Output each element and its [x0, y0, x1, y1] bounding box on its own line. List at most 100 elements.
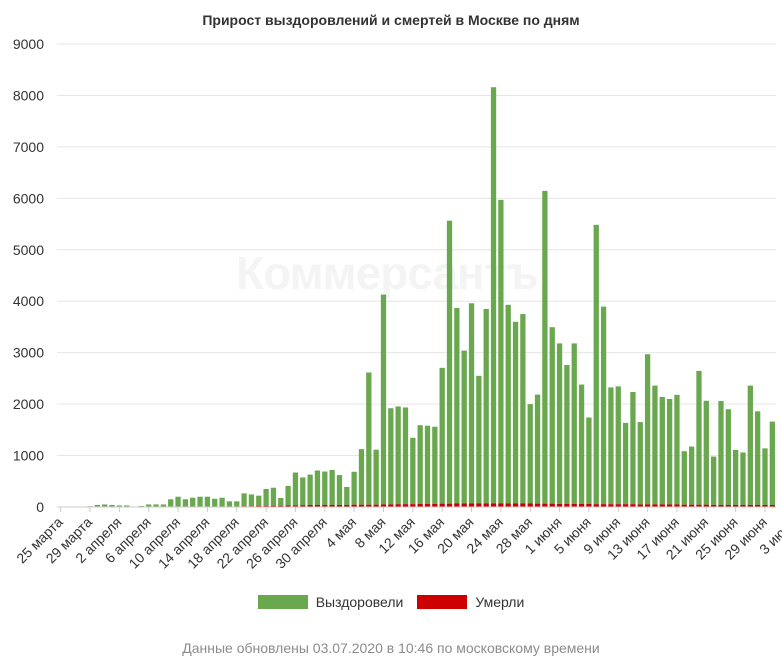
bar-recovered[interactable]: [366, 372, 372, 505]
bar-recovered[interactable]: [688, 446, 695, 505]
legend-item-died[interactable]: Умерли: [417, 594, 524, 610]
bar-died[interactable]: [329, 504, 335, 507]
bar-recovered[interactable]: [644, 354, 651, 505]
bar-died[interactable]: [432, 503, 438, 507]
bar-died[interactable]: [622, 504, 629, 507]
bar-died[interactable]: [292, 505, 299, 507]
bar-recovered[interactable]: [351, 471, 357, 505]
bar-died[interactable]: [740, 504, 746, 507]
bar-died[interactable]: [410, 504, 416, 507]
bar-recovered[interactable]: [307, 474, 313, 505]
bar-died[interactable]: [307, 504, 313, 507]
bar-recovered[interactable]: [630, 392, 636, 505]
bar-died[interactable]: [527, 503, 533, 507]
bar-died[interactable]: [285, 505, 291, 507]
bar-died[interactable]: [644, 504, 651, 507]
bar-recovered[interactable]: [578, 384, 585, 504]
bar-died[interactable]: [270, 505, 277, 507]
bar-recovered[interactable]: [292, 472, 299, 506]
bar-died[interactable]: [637, 504, 643, 507]
bar-recovered[interactable]: [461, 350, 467, 504]
bar-died[interactable]: [578, 503, 585, 507]
bar-recovered[interactable]: [666, 398, 673, 505]
bar-died[interactable]: [593, 504, 599, 507]
bar-recovered[interactable]: [542, 190, 548, 504]
bar-recovered[interactable]: [468, 303, 475, 504]
bar-died[interactable]: [351, 504, 357, 507]
bar-died[interactable]: [718, 504, 724, 507]
bar-died[interactable]: [424, 503, 431, 507]
bar-recovered[interactable]: [388, 408, 394, 505]
bar-died[interactable]: [395, 504, 401, 507]
bar-recovered[interactable]: [278, 497, 284, 506]
bar-died[interactable]: [733, 504, 739, 507]
bar-died[interactable]: [755, 504, 761, 507]
bar-recovered[interactable]: [146, 504, 152, 507]
bar-died[interactable]: [446, 503, 453, 507]
bar-died[interactable]: [476, 503, 482, 507]
bar-recovered[interactable]: [300, 477, 306, 506]
bar-died[interactable]: [725, 504, 731, 507]
bar-recovered[interactable]: [520, 314, 526, 504]
bar-recovered[interactable]: [160, 504, 167, 507]
bar-recovered[interactable]: [380, 294, 387, 505]
bar-recovered[interactable]: [490, 87, 497, 504]
bar-died[interactable]: [344, 504, 350, 507]
bar-recovered[interactable]: [586, 417, 592, 504]
bar-died[interactable]: [498, 503, 504, 507]
bar-died[interactable]: [659, 504, 665, 507]
bar-recovered[interactable]: [241, 493, 247, 507]
bar-recovered[interactable]: [733, 449, 739, 505]
legend-item-recovered[interactable]: Выздоровели: [257, 594, 403, 610]
bar-recovered[interactable]: [168, 499, 174, 507]
bar-died[interactable]: [314, 504, 321, 507]
bar-recovered[interactable]: [116, 505, 123, 507]
bar-died[interactable]: [762, 504, 768, 507]
bar-recovered[interactable]: [424, 425, 431, 504]
bar-recovered[interactable]: [256, 495, 262, 506]
bar-recovered[interactable]: [622, 422, 629, 505]
bar-recovered[interactable]: [652, 385, 658, 505]
bar-died[interactable]: [556, 503, 563, 507]
bar-died[interactable]: [490, 503, 497, 507]
bar-recovered[interactable]: [505, 304, 511, 504]
bar-died[interactable]: [454, 503, 460, 507]
bar-recovered[interactable]: [769, 421, 775, 505]
bar-recovered[interactable]: [182, 499, 189, 507]
bar-died[interactable]: [373, 504, 379, 507]
bar-died[interactable]: [681, 504, 687, 507]
bar-recovered[interactable]: [153, 504, 159, 507]
bar-recovered[interactable]: [322, 471, 328, 505]
bar-recovered[interactable]: [336, 475, 343, 505]
bar-recovered[interactable]: [674, 394, 680, 505]
bar-recovered[interactable]: [747, 385, 753, 505]
bar-recovered[interactable]: [190, 497, 196, 507]
bar-died[interactable]: [703, 504, 709, 507]
bar-died[interactable]: [696, 504, 702, 507]
bar-recovered[interactable]: [454, 307, 460, 504]
bar-died[interactable]: [439, 503, 445, 507]
bar-recovered[interactable]: [512, 321, 519, 504]
bar-recovered[interactable]: [410, 437, 416, 505]
bar-recovered[interactable]: [109, 504, 115, 507]
bar-recovered[interactable]: [571, 343, 577, 504]
bar-died[interactable]: [388, 504, 394, 507]
bar-died[interactable]: [542, 503, 548, 507]
bar-died[interactable]: [512, 503, 519, 507]
bar-died[interactable]: [358, 504, 365, 507]
bar-died[interactable]: [652, 504, 658, 507]
bar-recovered[interactable]: [446, 220, 453, 504]
bar-recovered[interactable]: [696, 370, 702, 505]
bar-recovered[interactable]: [476, 375, 482, 504]
bar-recovered[interactable]: [615, 386, 621, 505]
bar-died[interactable]: [674, 504, 680, 507]
bar-died[interactable]: [402, 504, 409, 507]
bar-recovered[interactable]: [659, 396, 665, 505]
bar-recovered[interactable]: [204, 496, 211, 507]
bar-died[interactable]: [380, 504, 387, 507]
bar-recovered[interactable]: [593, 224, 599, 505]
bar-died[interactable]: [256, 505, 262, 507]
bar-recovered[interactable]: [314, 470, 321, 505]
bar-died[interactable]: [549, 503, 555, 507]
bar-died[interactable]: [468, 503, 475, 507]
